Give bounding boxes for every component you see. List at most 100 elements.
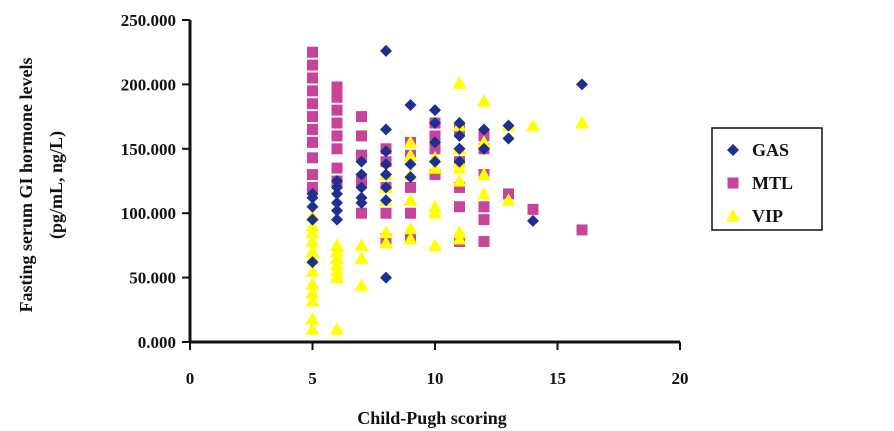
data-point-gas [306,191,319,204]
data-point-gas [478,123,490,136]
data-point-gas [453,117,466,130]
data-point-mtl [331,91,343,103]
data-point-gas [404,158,417,171]
data-point-gas [429,117,441,130]
y-tick-label: 0.000 [138,333,176,352]
data-point-mtl [307,111,318,123]
data-point-mtl [307,136,318,148]
data-point-mtl [380,207,392,219]
data-point-gas [453,142,466,155]
data-point-vip [330,264,344,277]
data-point-vip [403,231,418,245]
legend-label-gas: GAS [752,140,789,160]
data-point-mtl [429,143,441,155]
data-point-vip [354,251,369,264]
y-tick-group: 0.000 50.000 100.000 150.000 200.000 250.000 [121,11,190,352]
data-point-vip [428,199,442,213]
data-point-mtl [307,98,318,110]
data-point-mtl [307,46,318,58]
data-point-vip [305,234,320,248]
data-point-gas [527,214,539,227]
data-point-vip [428,238,442,251]
y-tick-label: 100.000 [121,204,176,223]
data-point-vip [305,244,320,258]
data-point-vip [330,251,344,264]
data-point-vip [305,293,320,307]
data-point-gas [429,155,441,168]
legend-label-mtl: MTL [752,173,793,193]
data-point-gas [331,181,343,194]
x-tick-label: 20 [672,369,689,388]
data-point-mtl [405,207,416,219]
data-point-mtl [356,111,367,123]
data-point-mtl [356,130,367,142]
data-point-gas [404,99,417,112]
data-point-mtl [331,162,343,174]
series-vip [305,76,589,335]
data-point-vip [452,231,467,245]
y-tick-label: 50.000 [129,269,176,288]
data-point-vip [330,244,344,258]
data-point-vip [305,286,320,299]
data-point-gas [453,129,466,142]
data-point-mtl [307,169,318,181]
data-point-mtl [405,181,416,193]
y-tick-label: 150.000 [121,140,176,159]
data-point-vip [477,167,491,181]
data-point-vip [305,264,320,277]
data-point-mtl [478,201,490,213]
data-point-mtl [356,175,367,187]
data-point-vip [330,238,344,251]
data-point-vip [305,277,320,290]
data-point-vip [379,235,393,249]
data-point-gas [576,78,588,91]
data-point-mtl [307,72,318,84]
data-point-mtl [576,224,588,236]
data-point-gas [355,181,368,194]
data-point-mtl [478,214,490,226]
data-point-gas [380,158,392,171]
data-point-mtl [478,236,490,248]
series-mtl [307,46,588,248]
data-point-vip [501,193,516,206]
data-point-gas [355,191,368,204]
data-point-mtl [307,123,318,135]
data-point-vip [305,322,320,335]
data-point-vip [477,135,491,148]
data-point-gas [355,168,368,181]
data-point-gas [380,145,392,158]
data-point-gas [306,256,319,269]
data-point-gas [306,213,319,226]
data-point-vip [477,186,491,200]
data-point-gas [380,194,392,207]
legend-label-vip: VIP [752,206,783,226]
data-point-vip [403,221,418,235]
data-point-gas [331,213,343,226]
data-point-gas [502,132,515,145]
data-point-gas [380,123,392,136]
data-point-mtl [307,152,318,164]
data-point-vip [428,206,442,219]
data-point-gas [380,181,392,194]
data-point-vip [379,225,393,239]
data-point-mtl [331,117,343,129]
data-point-mtl [356,207,367,219]
data-point-gas [380,168,392,181]
x-tick-label: 5 [308,369,317,388]
data-point-mtl [429,130,441,142]
x-tick-group: 0 5 10 15 20 [186,342,689,388]
data-point-gas [380,271,392,284]
data-point-gas [404,171,417,184]
data-point-mtl [527,203,539,215]
data-point-gas [331,187,343,200]
x-tick-label: 0 [186,369,195,388]
data-point-gas [306,200,319,213]
data-point-vip [452,174,467,187]
data-point-vip [305,225,320,239]
data-point-mtl [331,143,343,155]
legend-marker-mtl [727,177,739,189]
data-point-mtl [429,169,441,181]
data-point-gas [453,155,466,168]
data-point-mtl [331,104,343,116]
legend-marker-gas [727,144,739,156]
